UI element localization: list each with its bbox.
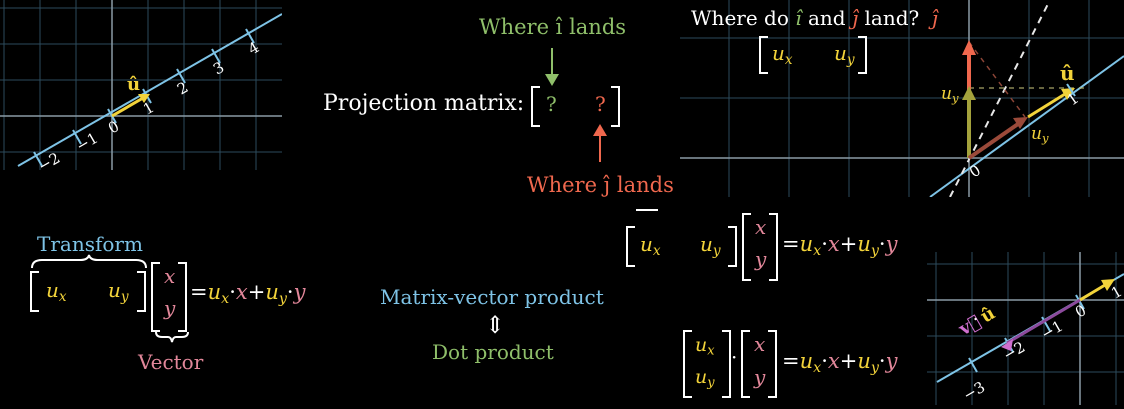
- r2-ucol-uy: uy: [695, 366, 715, 391]
- r1-col-bracket-close: [769, 213, 778, 281]
- r2-dot: ·: [731, 345, 738, 369]
- br-line-ticks: [968, 294, 1085, 373]
- left-col-bracket-open: [151, 262, 160, 332]
- tr-ux-label: uy: [1031, 124, 1049, 146]
- projected-j-arrowhead: [1013, 117, 1028, 129]
- r1-col-y: y: [755, 247, 767, 271]
- equivalence-arrow: ⇕: [485, 311, 506, 339]
- q-j-hat-label: ĵ: [931, 6, 938, 30]
- tr-matrix-uy: uy: [834, 41, 855, 68]
- overline-mark: [636, 209, 658, 211]
- tr-dashed-red: [968, 41, 1026, 118]
- left-row-ux: ux: [46, 278, 67, 305]
- q-suffix: land?: [864, 6, 920, 30]
- q-i-hat: î: [795, 6, 802, 30]
- bottom-right-panel: −3 −2 −1 0 1 v⃗ · û: [927, 252, 1124, 405]
- r2-rhs: =ux·x+uy·y: [782, 349, 898, 376]
- r2-col-bracket-close: [768, 330, 777, 398]
- u-hat-arrowhead: [138, 94, 150, 103]
- projection-line: [17, 13, 283, 167]
- vector-label: Vector: [138, 350, 204, 374]
- r2-ucol-bracket-close: [722, 330, 731, 398]
- projected-j-vector: [967, 122, 1020, 160]
- tick-label-0: 0: [105, 117, 122, 137]
- q-and: and: [808, 6, 846, 30]
- where-i-lands-label: Where î lands: [479, 15, 627, 39]
- green-down-arrow: [545, 48, 559, 86]
- top-right-panel: û 1 0: [680, 0, 1124, 198]
- tr-projection-line: [929, 55, 1124, 198]
- br-u-hat-vector: [1079, 283, 1106, 302]
- tick-label-2: 2: [174, 78, 191, 98]
- projection-matrix-label: Projection matrix:: [323, 91, 525, 116]
- tr-matrix-right-bracket: [858, 36, 867, 74]
- transform-label: Transform: [37, 232, 143, 256]
- left-col-y: y: [164, 296, 176, 320]
- br-tick-neg3: −3: [960, 378, 988, 405]
- left-row-uy: uy: [108, 278, 129, 305]
- r1-row-bracket-close: [728, 226, 737, 267]
- br-dot-label: v⃗ · û: [954, 303, 998, 341]
- q-j-hat: ĵ: [851, 6, 859, 30]
- r1-row-uy: uy: [700, 232, 721, 259]
- dot-product-label: Dot product: [432, 340, 554, 364]
- left-rhs: =ux·x+uy·y: [190, 280, 306, 307]
- r1-col-x: x: [755, 215, 767, 239]
- br-tick-0: 0: [1072, 301, 1089, 321]
- r2-ucol-ux: ux: [695, 334, 715, 359]
- q-prefix: Where do: [691, 6, 789, 30]
- u-hat-label: û: [127, 74, 140, 95]
- uy-arrowhead: [962, 86, 976, 100]
- tr-dashed-line: [949, 0, 1051, 198]
- proj-entry-2: ?: [595, 92, 606, 116]
- tr-u-hat-vector: [1027, 92, 1066, 119]
- br-projected-v-head: [1001, 339, 1013, 351]
- proj-entry-1: ?: [546, 92, 557, 116]
- transform-brace: [31, 254, 147, 269]
- br-u-hat-arrowhead: [1101, 279, 1115, 291]
- proj-left-bracket: [531, 86, 540, 127]
- r1-row-ux: ux: [640, 232, 661, 259]
- r2-col-bracket-open: [741, 330, 750, 398]
- tr-question: Where do î and ĵ land? ĵ: [691, 8, 938, 28]
- red-up-arrow: [593, 124, 607, 162]
- r1-rhs: =ux·x+uy·y: [782, 232, 898, 259]
- r1-row-bracket-open: [626, 226, 635, 267]
- top-left-grid-svg: û −2 −1 0 1 2 3 4: [0, 0, 283, 175]
- left-col-x: x: [164, 264, 176, 288]
- left-row-bracket-open: [30, 271, 39, 312]
- tr-matrix-ux: ux: [772, 41, 793, 68]
- r2-col-y: y: [754, 365, 766, 389]
- where-j-lands-label: Where ĵ lands: [527, 173, 674, 197]
- left-row-bracket-close: [137, 271, 146, 312]
- left-col-bracket-close: [178, 262, 187, 332]
- proj-right-bracket: [611, 86, 620, 127]
- tr-u-hat-label: û: [1060, 61, 1075, 85]
- tick-label-4: 4: [245, 38, 262, 58]
- vector-brace: [155, 331, 189, 343]
- r2-col-x: x: [754, 332, 766, 356]
- top-right-grid-svg: û 1 0: [680, 0, 1124, 198]
- br-projected-v: [1006, 298, 1081, 345]
- tr-matrix-left-bracket: [759, 36, 768, 74]
- r2-ucol-bracket-open: [683, 330, 692, 398]
- top-left-panel: û −2 −1 0 1 2 3 4: [0, 0, 283, 175]
- tick-label-3: 3: [210, 58, 227, 78]
- j-hat-arrowhead: [962, 40, 976, 55]
- bottom-right-grid-svg: −3 −2 −1 0 1 v⃗ · û: [927, 252, 1124, 405]
- u-hat-vector: [111, 96, 144, 118]
- tr-uy-label: uy: [941, 84, 959, 106]
- br-tick-neg2: −2: [1000, 338, 1028, 365]
- matrix-vector-product-label: Matrix-vector product: [380, 285, 604, 309]
- r1-col-bracket-open: [742, 213, 751, 281]
